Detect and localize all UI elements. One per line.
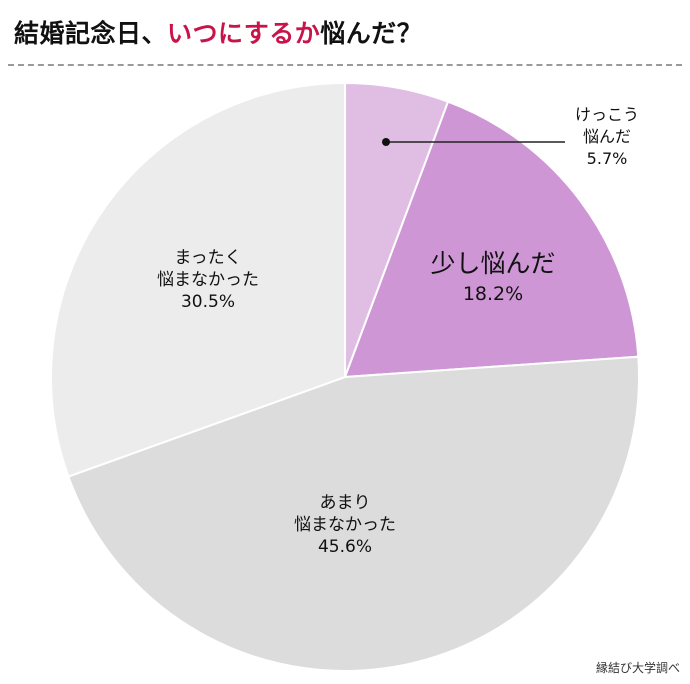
- slice-value-label: 30.5%: [181, 292, 235, 312]
- slice-category-label: あまり: [320, 493, 371, 513]
- title-divider: [8, 64, 682, 66]
- title-suffix: 悩んだ？: [320, 19, 423, 48]
- pie-slice-3: [67, 355, 640, 672]
- title-prefix: 結婚記念日、: [14, 19, 168, 48]
- slice-category-label: まったく: [174, 248, 241, 268]
- leader-dot: [382, 138, 390, 146]
- slice-category-label: 悩んだ: [583, 127, 631, 146]
- slice-category-label: けっこう: [575, 105, 639, 124]
- slice-category-label: 少し悩んだ: [430, 249, 555, 278]
- slice-value-label: 5.7%: [587, 149, 628, 168]
- source-note: 縁結び大学調べ: [595, 661, 680, 675]
- title-highlight: いつにするか: [167, 19, 321, 48]
- pie-slice-4: [50, 81, 346, 478]
- pie-slice-2: [343, 100, 640, 379]
- slice-category-label: 悩まなかった: [157, 270, 259, 290]
- slice-value-label: 18.2%: [463, 283, 523, 305]
- chart-title: 結婚記念日、いつにするか悩んだ？: [14, 14, 422, 50]
- slice-category-label: 悩まなかった: [294, 515, 396, 535]
- slice-value-label: 45.6%: [318, 537, 372, 557]
